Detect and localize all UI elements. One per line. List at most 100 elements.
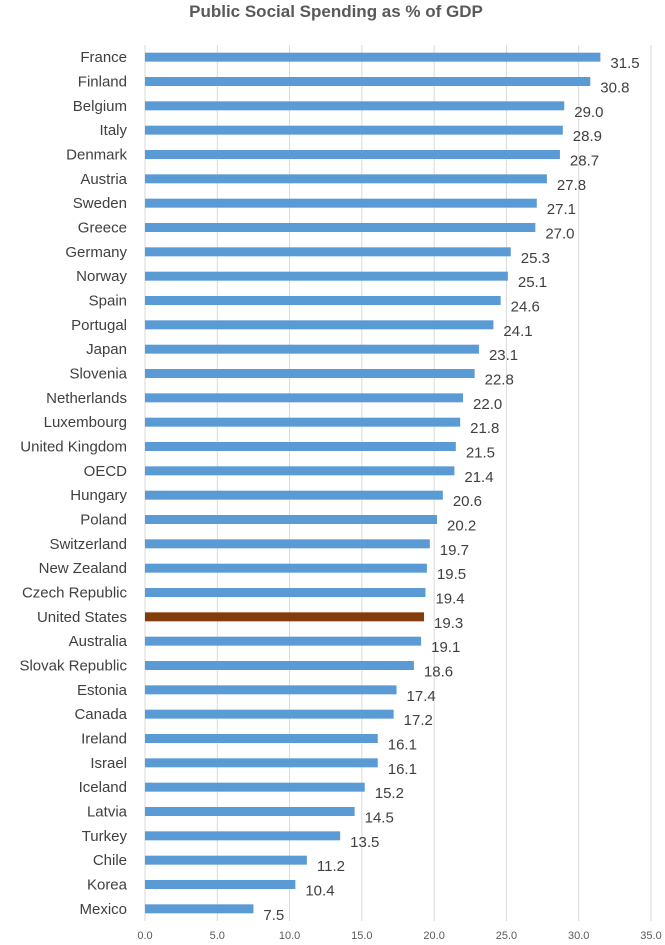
data-label: 27.1 — [547, 201, 576, 218]
category-label: Belgium — [73, 98, 127, 115]
bar — [145, 588, 426, 597]
category-label: Slovak Republic — [19, 658, 127, 675]
category-label: New Zealand — [39, 560, 127, 577]
data-label: 10.4 — [305, 883, 334, 900]
data-label: 23.1 — [489, 347, 518, 364]
category-label: Spain — [89, 293, 127, 310]
x-tick-label: 0.0 — [137, 930, 152, 942]
data-label: 21.8 — [470, 420, 499, 437]
category-label: Luxembourg — [44, 414, 127, 431]
x-tick-label: 30.0 — [568, 930, 589, 942]
category-label: Norway — [76, 268, 127, 285]
category-label: Turkey — [82, 828, 128, 845]
chart-title: Public Social Spending as % of GDP — [189, 2, 483, 21]
bar — [145, 515, 438, 524]
data-label: 17.2 — [404, 712, 433, 729]
category-label: Australia — [69, 633, 128, 650]
bar — [145, 174, 547, 184]
category-label: Czech Republic — [22, 585, 128, 602]
bar — [145, 636, 422, 646]
bar — [145, 563, 427, 573]
bar — [145, 247, 511, 257]
category-label: Canada — [74, 706, 127, 723]
bar — [145, 198, 537, 208]
data-label: 19.5 — [437, 566, 466, 583]
bar — [145, 320, 494, 330]
category-label: Italy — [99, 122, 127, 139]
category-label: Korea — [87, 877, 128, 894]
category-label: Switzerland — [49, 536, 127, 553]
bar — [145, 539, 430, 549]
bar — [145, 490, 443, 500]
bar — [145, 685, 397, 695]
category-label: Iceland — [79, 779, 127, 796]
data-label: 22.8 — [485, 372, 514, 389]
data-label: 15.2 — [375, 785, 404, 802]
bar — [145, 442, 456, 451]
bar — [145, 758, 378, 768]
data-label: 31.5 — [610, 55, 639, 72]
x-tick-label: 10.0 — [279, 930, 300, 942]
category-label: France — [80, 49, 127, 66]
data-label: 28.9 — [573, 128, 602, 145]
x-axis-ticks: 0.0 5.0 10.0 15.0 20.0 25.0 30.0 35.0 — [137, 930, 661, 942]
data-label: 24.1 — [503, 323, 532, 340]
bar — [145, 709, 394, 719]
bar — [145, 52, 601, 62]
bar — [145, 734, 378, 743]
bar — [145, 904, 254, 914]
bar — [145, 344, 479, 354]
data-label: 21.5 — [466, 445, 495, 462]
category-label: Israel — [90, 755, 127, 772]
bar — [145, 782, 365, 792]
data-label: 19.1 — [431, 639, 460, 656]
bar — [145, 101, 565, 111]
bar — [145, 125, 563, 135]
category-label: Hungary — [70, 487, 127, 504]
data-label: 27.0 — [545, 226, 574, 243]
x-tick-label: 15.0 — [351, 930, 372, 942]
data-label: 29.0 — [574, 104, 603, 121]
bar — [145, 271, 508, 281]
bar — [145, 150, 560, 159]
category-label: Finland — [78, 74, 127, 91]
bar — [145, 223, 536, 232]
x-tick-label: 20.0 — [423, 930, 444, 942]
category-label: Portugal — [71, 317, 127, 334]
data-label: 18.6 — [424, 664, 453, 681]
data-label: 30.8 — [600, 80, 629, 97]
data-label: 27.8 — [557, 177, 586, 194]
bar — [145, 296, 501, 305]
bar — [145, 807, 355, 816]
x-tick-label: 35.0 — [640, 930, 661, 942]
data-label: 7.5 — [263, 907, 284, 924]
bars — [145, 52, 601, 914]
data-label: 13.5 — [350, 834, 379, 851]
data-label: 28.7 — [570, 153, 599, 170]
data-label: 25.1 — [518, 274, 547, 291]
bar — [145, 77, 591, 86]
category-label: Chile — [93, 852, 127, 869]
category-label: Sweden — [73, 195, 127, 212]
bar — [145, 393, 464, 403]
data-label: 20.2 — [447, 518, 476, 535]
x-tick-label: 25.0 — [496, 930, 517, 942]
category-label: Japan — [86, 341, 127, 358]
bar — [145, 661, 414, 670]
bar — [145, 369, 475, 378]
bar — [145, 417, 461, 427]
category-label: United Kingdom — [20, 439, 127, 456]
data-label: 19.4 — [435, 591, 464, 608]
bar — [145, 466, 455, 476]
bar — [145, 612, 425, 622]
data-label: 17.4 — [407, 688, 436, 705]
category-label: Greece — [78, 220, 127, 237]
category-label: Slovenia — [69, 366, 127, 383]
data-label: 25.3 — [521, 250, 550, 267]
category-label: Poland — [80, 512, 127, 529]
data-label: 19.3 — [434, 615, 463, 632]
data-label: 11.2 — [317, 858, 345, 875]
bar — [145, 880, 296, 889]
category-label: Germany — [65, 244, 127, 261]
